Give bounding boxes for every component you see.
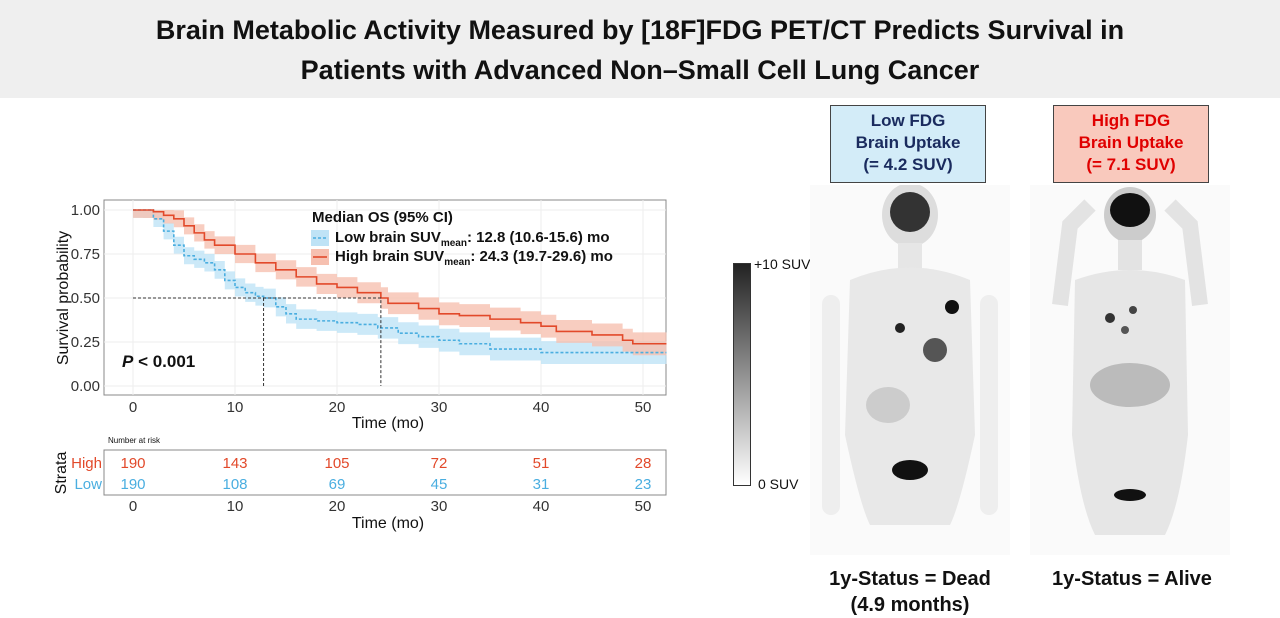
title-banner: Brain Metabolic Activity Measured by [18…	[0, 0, 1280, 98]
colorbar-min: 0 SUV	[758, 476, 799, 492]
legend-title: Median OS (95% CI)	[312, 209, 453, 226]
x-tick-label: 40	[533, 399, 550, 416]
title-line-1: Brain Metabolic Activity Measured by [18…	[155, 15, 1125, 45]
risk-x-tick-label: 10	[227, 498, 244, 515]
y-tick-label: 0.00	[71, 378, 100, 395]
risk-value: 72	[431, 455, 448, 472]
risk-value: 105	[324, 455, 349, 472]
km-curve-high	[133, 209, 667, 345]
risk-table-title: Number at risk	[108, 436, 161, 445]
risk-value: 190	[120, 476, 145, 493]
x-tick-label: 20	[329, 399, 346, 416]
risk-value: 69	[329, 476, 346, 493]
pet-image-low	[810, 185, 1010, 555]
y-tick-label: 0.75	[71, 246, 100, 263]
high-status-line1: 1y-Status = Alive	[1052, 568, 1212, 590]
risk-value: 28	[635, 455, 652, 472]
risk-x-tick-label: 50	[635, 498, 652, 515]
x-tick-label: 30	[431, 399, 448, 416]
low-box-line2: Brain Uptake	[855, 133, 961, 152]
x-tick-label: 10	[227, 399, 244, 416]
ci-band-low	[133, 210, 667, 364]
colorbar	[733, 263, 751, 486]
risk-y-axis-label: Strata	[53, 452, 70, 495]
risk-value: 51	[533, 455, 550, 472]
high-box-line1: High FDG	[1091, 111, 1171, 130]
low-status-line2: (4.9 months)	[850, 594, 970, 616]
risk-x-tick-label: 0	[129, 498, 137, 515]
risk-row-label: Low	[74, 476, 102, 493]
high-uptake-box: High FDG Brain Uptake (= 7.1 SUV)	[1053, 105, 1209, 183]
high-box-line2: Brain Uptake	[1078, 133, 1184, 152]
y-axis-label: Survival probability	[55, 231, 72, 365]
risk-value: 190	[120, 455, 145, 472]
high-box-line3: (= 7.1 SUV)	[1086, 155, 1176, 174]
x-tick-label: 0	[129, 399, 137, 416]
low-uptake-box: Low FDG Brain Uptake (= 4.2 SUV)	[830, 105, 986, 183]
high-status: 1y-Status = Alive	[1022, 566, 1242, 592]
risk-value: 23	[635, 476, 652, 493]
risk-x-axis-label: Time (mo)	[352, 515, 424, 532]
low-status-line1: 1y-Status = Dead	[829, 568, 991, 590]
risk-value: 45	[431, 476, 448, 493]
title-line-2: Patients with Advanced Non–Small Cell Lu…	[300, 55, 980, 85]
median-reference-lines	[133, 297, 382, 386]
risk-row-label: High	[71, 455, 102, 472]
risk-table-panel	[103, 449, 667, 496]
y-tick-label: 1.00	[71, 202, 100, 219]
legend-entry: High brain SUVmean: 24.3 (19.7-29.6) mo	[335, 248, 613, 268]
low-status: 1y-Status = Dead (4.9 months)	[800, 566, 1020, 618]
colorbar-max: +10 SUV	[754, 256, 811, 272]
pet-image-high	[1030, 185, 1230, 555]
risk-x-tick-label: 30	[431, 498, 448, 515]
y-tick-label: 0.50	[71, 290, 100, 307]
low-box-line3: (= 4.2 SUV)	[863, 155, 953, 174]
p-value: P < 0.001	[122, 352, 195, 371]
low-box-line1: Low FDG	[870, 111, 946, 130]
x-axis-label: Time (mo)	[352, 415, 424, 432]
risk-value: 31	[533, 476, 550, 493]
risk-value: 108	[222, 476, 247, 493]
ci-band-high	[133, 210, 667, 356]
x-tick-label: 50	[635, 399, 652, 416]
y-tick-label: 0.25	[71, 334, 100, 351]
legend-entry: Low brain SUVmean: 12.8 (10.6-15.6) mo	[335, 229, 610, 249]
risk-value: 143	[222, 455, 247, 472]
risk-x-tick-label: 40	[533, 498, 550, 515]
risk-x-tick-label: 20	[329, 498, 346, 515]
